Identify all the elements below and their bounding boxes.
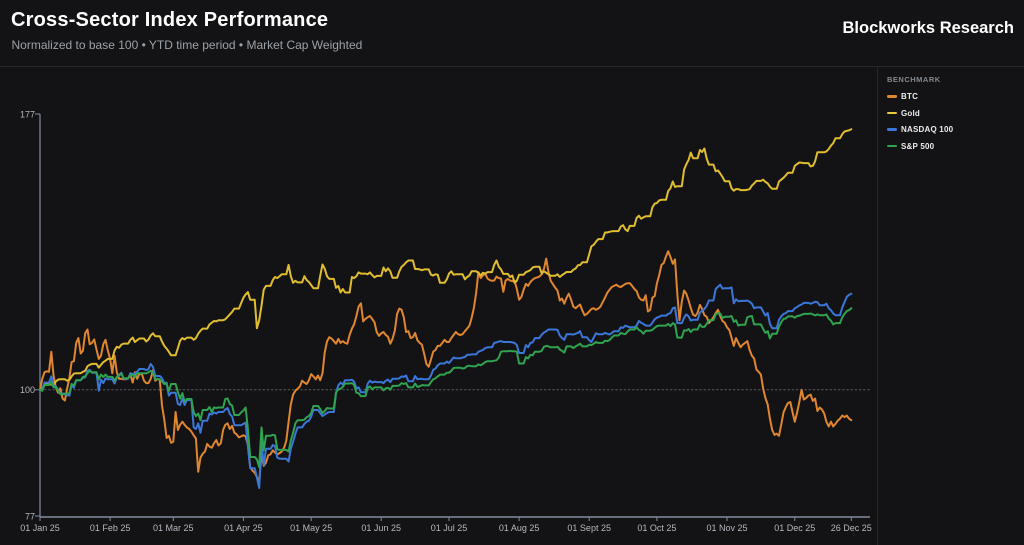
svg-text:77: 77	[25, 512, 35, 522]
svg-text:01 Nov 25: 01 Nov 25	[706, 523, 747, 533]
svg-text:01 Jul 25: 01 Jul 25	[431, 523, 468, 533]
svg-text:01 Mar 25: 01 Mar 25	[153, 523, 194, 533]
svg-text:01 Jan 25: 01 Jan 25	[20, 523, 60, 533]
svg-text:01 Aug 25: 01 Aug 25	[499, 523, 540, 533]
svg-text:01 Oct 25: 01 Oct 25	[637, 523, 676, 533]
svg-text:01 Jun 25: 01 Jun 25	[361, 523, 401, 533]
svg-text:01 Apr 25: 01 Apr 25	[224, 523, 263, 533]
svg-text:26 Dec 25: 26 Dec 25	[831, 523, 872, 533]
svg-text:01 Dec 25: 01 Dec 25	[774, 523, 815, 533]
svg-text:01 May 25: 01 May 25	[290, 523, 332, 533]
svg-text:01 Sept 25: 01 Sept 25	[567, 523, 611, 533]
svg-text:01 Feb 25: 01 Feb 25	[90, 523, 131, 533]
svg-text:177: 177	[20, 109, 35, 119]
svg-text:100: 100	[20, 385, 35, 395]
